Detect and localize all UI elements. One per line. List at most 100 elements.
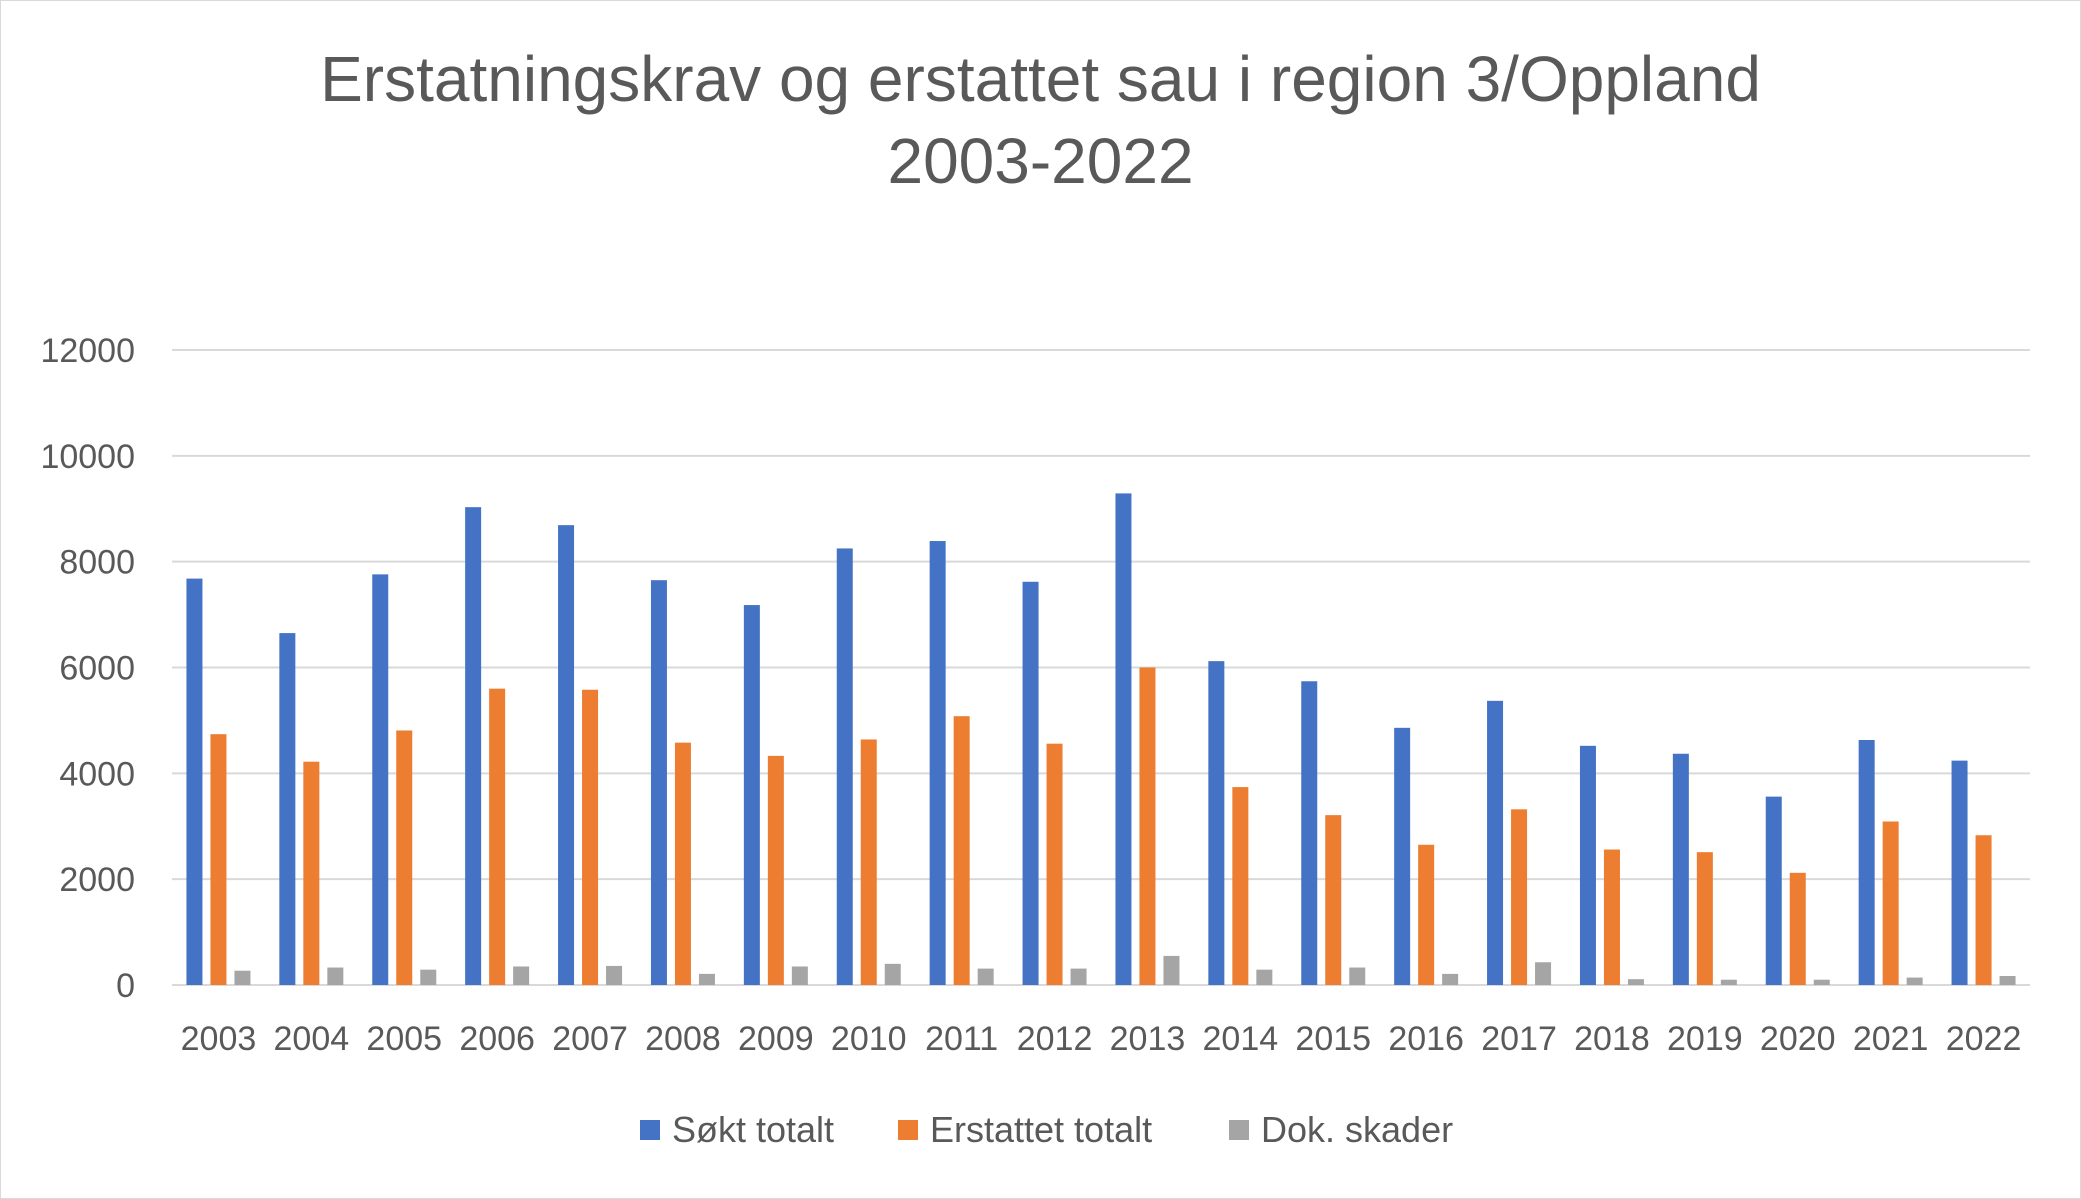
bar-dok-skader-2006: [513, 966, 530, 985]
x-tick-label: 2007: [552, 1020, 628, 1058]
bar-dok-skader-2010: [884, 963, 901, 985]
chart-title-line-2: 2003-2022: [887, 125, 1194, 197]
bar-dok-skader-2003: [234, 970, 251, 985]
bar-dok-skader-2019: [1720, 979, 1737, 985]
x-tick-label: 2006: [459, 1020, 535, 1058]
bars: [186, 493, 2016, 985]
bar-dok-skader-2007: [606, 965, 623, 985]
bar-s-kt-totalt-2016: [1394, 727, 1411, 985]
bar-dok-skader-2005: [420, 969, 437, 985]
x-tick-label: 2018: [1574, 1020, 1650, 1058]
bar-dok-skader-2011: [977, 968, 994, 985]
x-tick-label: 2016: [1388, 1020, 1464, 1058]
bar-s-kt-totalt-2015: [1301, 681, 1318, 985]
bar-erstattet-totalt-2013: [1139, 667, 1156, 985]
legend: Søkt totalt Erstattet totalt Dok. skader: [640, 1109, 1453, 1150]
bar-dok-skader-2009: [791, 966, 808, 985]
bar-dok-skader-2008: [698, 973, 715, 985]
bar-erstattet-totalt-2015: [1325, 815, 1342, 985]
bar-dok-skader-2004: [327, 967, 344, 985]
y-tick-label: 6000: [59, 650, 135, 688]
bar-s-kt-totalt-2022: [1951, 760, 1968, 985]
bar-erstattet-totalt-2009: [767, 755, 784, 985]
y-tick-label: 12000: [40, 332, 135, 370]
bar-dok-skader-2017: [1535, 962, 1552, 985]
x-tick-label: 2008: [645, 1020, 721, 1058]
bar-erstattet-totalt-2007: [582, 689, 599, 985]
bar-s-kt-totalt-2020: [1765, 796, 1782, 985]
x-tick-label: 2005: [366, 1020, 442, 1058]
legend-swatch: [640, 1120, 660, 1140]
bar-dok-skader-2020: [1813, 979, 1830, 985]
y-axis-tick-labels: 0 2000 4000 6000 8000 10000 12000: [40, 332, 135, 1005]
x-tick-label: 2003: [181, 1020, 257, 1058]
bar-dok-skader-2016: [1442, 973, 1459, 985]
bar-s-kt-totalt-2021: [1858, 739, 1875, 985]
bar-dok-skader-2014: [1256, 969, 1273, 985]
y-tick-label: 10000: [40, 438, 135, 476]
bar-dok-skader-2012: [1070, 968, 1087, 985]
bar-s-kt-totalt-2017: [1487, 700, 1504, 985]
bar-s-kt-totalt-2003: [186, 578, 203, 985]
x-tick-label: 2004: [274, 1020, 350, 1058]
legend-swatch: [898, 1120, 918, 1140]
bar-erstattet-totalt-2022: [1975, 835, 1992, 985]
bar-erstattet-totalt-2014: [1232, 787, 1249, 985]
bar-erstattet-totalt-2019: [1696, 852, 1713, 985]
bar-erstattet-totalt-2016: [1418, 844, 1435, 985]
bar-erstattet-totalt-2018: [1603, 849, 1620, 985]
bar-s-kt-totalt-2009: [743, 605, 760, 985]
bar-s-kt-totalt-2013: [1115, 493, 1132, 985]
bar-s-kt-totalt-2007: [558, 525, 575, 985]
bar-erstattet-totalt-2008: [674, 742, 691, 985]
bar-s-kt-totalt-2011: [929, 541, 946, 985]
chart-title: Erstatningskrav og erstattet sau i regio…: [0, 38, 2081, 202]
bar-s-kt-totalt-2004: [279, 633, 296, 985]
y-tick-label: 0: [116, 967, 135, 1005]
bar-s-kt-totalt-2010: [836, 548, 853, 985]
bar-dok-skader-2013: [1163, 955, 1180, 985]
y-tick-label: 8000: [59, 544, 135, 582]
bar-s-kt-totalt-2008: [650, 580, 667, 985]
bar-s-kt-totalt-2006: [465, 507, 482, 985]
x-axis-tick-labels: 2003 2004 2005 2006 2007 2008 2009 2010 2011 2012…: [181, 1020, 2022, 1058]
bar-erstattet-totalt-2005: [396, 730, 413, 985]
bar-erstattet-totalt-2006: [489, 688, 506, 985]
x-tick-label: 2022: [1946, 1020, 2022, 1058]
x-tick-label: 2019: [1667, 1020, 1743, 1058]
x-tick-label: 2009: [738, 1020, 814, 1058]
x-tick-label: 2011: [925, 1020, 998, 1058]
legend-label: Søkt totalt: [672, 1109, 834, 1150]
legend-label: Erstattet totalt: [930, 1109, 1152, 1150]
bar-erstattet-totalt-2004: [303, 761, 320, 985]
x-tick-label: 2017: [1481, 1020, 1557, 1058]
x-tick-label: 2020: [1760, 1020, 1836, 1058]
bar-s-kt-totalt-2014: [1208, 661, 1225, 985]
bar-dok-skader-2018: [1627, 979, 1644, 985]
x-tick-label: 2014: [1203, 1020, 1279, 1058]
bar-erstattet-totalt-2012: [1046, 743, 1063, 985]
bar-s-kt-totalt-2012: [1022, 581, 1039, 985]
bar-erstattet-totalt-2003: [210, 734, 227, 985]
bar-s-kt-totalt-2018: [1579, 745, 1596, 985]
x-tick-label: 2021: [1853, 1020, 1929, 1058]
bar-erstattet-totalt-2010: [860, 739, 877, 985]
bar-erstattet-totalt-2021: [1882, 821, 1899, 985]
bar-s-kt-totalt-2019: [1672, 753, 1689, 985]
gridlines: [172, 349, 2030, 986]
y-tick-label: 4000: [59, 755, 135, 793]
y-tick-label: 2000: [59, 861, 135, 899]
bar-dok-skader-2021: [1906, 977, 1923, 985]
bar-erstattet-totalt-2017: [1511, 809, 1528, 985]
x-tick-label: 2015: [1295, 1020, 1371, 1058]
legend-label: Dok. skader: [1261, 1109, 1453, 1150]
x-tick-label: 2012: [1017, 1020, 1093, 1058]
bar-erstattet-totalt-2020: [1789, 872, 1806, 985]
bar-dok-skader-2015: [1349, 967, 1366, 985]
bar-erstattet-totalt-2011: [953, 716, 970, 985]
x-tick-label: 2013: [1110, 1020, 1186, 1058]
bar-s-kt-totalt-2005: [372, 574, 389, 985]
bar-dok-skader-2022: [1999, 976, 2016, 985]
